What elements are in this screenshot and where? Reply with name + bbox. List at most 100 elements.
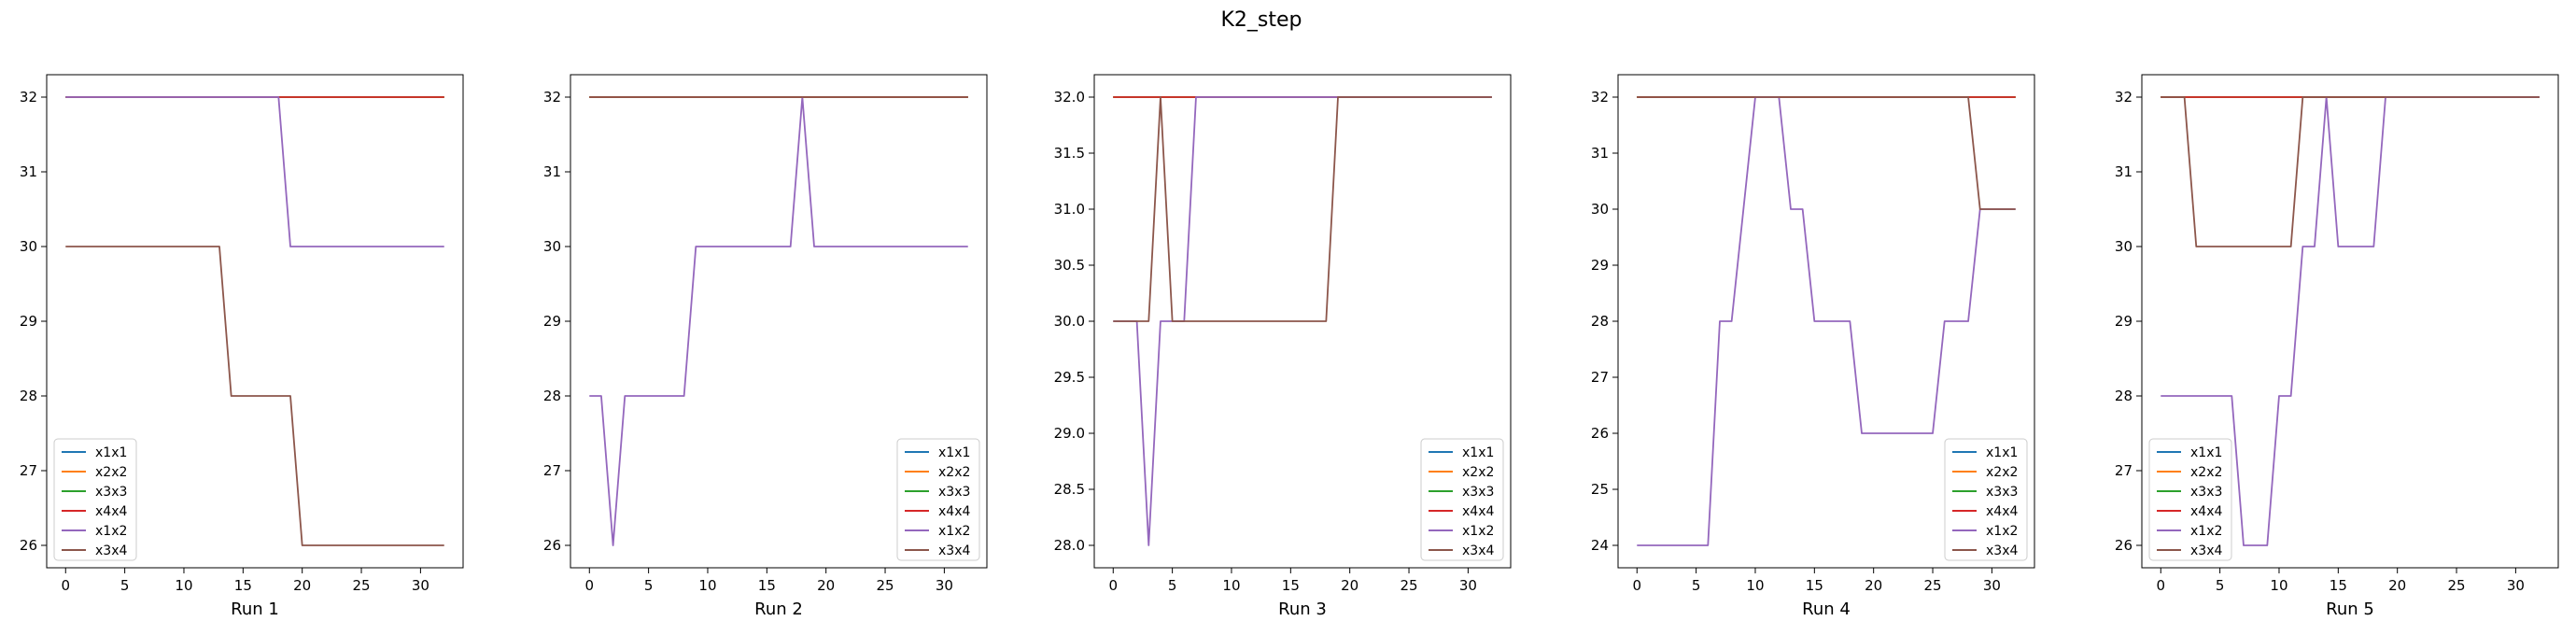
- x-tick-label: 30: [1459, 577, 1477, 594]
- legend-label-x3x3: x3x3: [2190, 485, 2222, 500]
- legend-label-x1x1: x1x1: [2190, 445, 2222, 460]
- x-tick-label: 30: [412, 577, 429, 594]
- x-tick-label: 20: [817, 577, 835, 594]
- y-tick-label: 30: [20, 238, 37, 255]
- x-tick-label: 0: [61, 577, 70, 594]
- y-tick-label: 31.0: [1054, 201, 1085, 218]
- x-tick-label: 10: [1746, 577, 1764, 594]
- legend-label-x1x2: x1x2: [2190, 524, 2222, 539]
- y-tick-label: 31: [1591, 145, 1609, 162]
- y-tick-label: 32: [20, 89, 37, 106]
- y-tick-label: 31: [2115, 163, 2133, 180]
- figure-title: K2_step: [1220, 8, 1302, 32]
- x-tick-label: 15: [2330, 577, 2347, 594]
- legend: x1x1 x2x2 x3x3 x4x4 x1x2 x3x4: [2148, 438, 2232, 561]
- y-tick-label: 29.5: [1054, 369, 1085, 386]
- series-line-x3x4: [65, 246, 444, 546]
- legend: x1x1 x2x2 x3x3 x4x4 x1x2 x3x4: [53, 438, 137, 561]
- series-line-x1x2: [1637, 96, 2016, 546]
- x-axis-label: Run 3: [1278, 600, 1327, 619]
- y-tick-label: 28: [1591, 313, 1609, 330]
- legend-label-x1x2: x1x2: [1462, 524, 1494, 539]
- y-tick-label: 32: [1591, 89, 1609, 106]
- legend-label-x4x4: x4x4: [2190, 504, 2222, 519]
- legend-label-x3x4: x3x4: [2190, 543, 2222, 558]
- x-tick-label: 15: [758, 577, 776, 594]
- y-tick-label: 31: [20, 163, 37, 180]
- y-tick-label: 26: [1591, 425, 1609, 442]
- legend-label-x1x1: x1x1: [1462, 445, 1494, 460]
- x-tick-label: 30: [936, 577, 953, 594]
- subplot-run-3: 0 5 10 15 20 25 30 28.0 28.5 29.0 29.5 30.0 30.5 31.0…: [1054, 74, 1512, 619]
- series-line-x3x4: [2161, 96, 2540, 247]
- legend-label-x2x2: x2x2: [1986, 465, 2018, 480]
- x-tick-label: 5: [2216, 577, 2225, 594]
- x-tick-label: 20: [1341, 577, 1358, 594]
- legend-label-x3x4: x3x4: [1986, 543, 2018, 558]
- y-tick-label: 27: [1591, 369, 1609, 386]
- series-line-x1x2: [2161, 96, 2540, 546]
- y-tick-label: 29: [20, 313, 37, 330]
- x-axis-label: Run 5: [2326, 600, 2374, 619]
- x-axis-label: Run 1: [231, 600, 279, 619]
- legend-label-x1x1: x1x1: [95, 445, 127, 460]
- legend-label-x4x4: x4x4: [1986, 504, 2018, 519]
- legend-label-x3x3: x3x3: [1986, 485, 2018, 500]
- y-tick-label: 28: [2115, 388, 2133, 404]
- x-tick-label: 0: [1632, 577, 1641, 594]
- x-tick-label: 25: [1923, 577, 1941, 594]
- x-tick-label: 20: [2388, 577, 2406, 594]
- legend-label-x1x2: x1x2: [938, 524, 970, 539]
- x-tick-label: 15: [234, 577, 252, 594]
- x-tick-label: 0: [1108, 577, 1118, 594]
- legend-label-x2x2: x2x2: [1462, 465, 1494, 480]
- y-tick-label: 28.5: [1054, 481, 1085, 498]
- y-tick-label: 26: [543, 537, 561, 554]
- legend-label-x1x2: x1x2: [95, 524, 127, 539]
- x-tick-label: 10: [175, 577, 192, 594]
- legend-label-x3x4: x3x4: [95, 543, 127, 558]
- subplots: 0 5 10 15 20 25 30 26 27 28 29 30 31 32 Run 1 x1x1 x2x2 x…: [20, 74, 2559, 619]
- y-tick-label: 29: [1591, 257, 1609, 274]
- y-tick-label: 31: [543, 163, 561, 180]
- y-tick-label: 27: [543, 462, 561, 479]
- x-tick-label: 15: [1806, 577, 1823, 594]
- y-tick-label: 25: [1591, 481, 1609, 498]
- x-tick-label: 10: [1222, 577, 1240, 594]
- legend-label-x1x1: x1x1: [1986, 445, 2018, 460]
- x-tick-label: 5: [1692, 577, 1701, 594]
- legend-label-x3x3: x3x3: [95, 485, 127, 500]
- x-tick-label: 15: [1282, 577, 1300, 594]
- y-tick-label: 26: [20, 537, 37, 554]
- legend-label-x4x4: x4x4: [1462, 504, 1494, 519]
- y-tick-label: 30: [1591, 201, 1609, 218]
- x-axis-label: Run 4: [1802, 600, 1851, 619]
- series-line-x1x2: [589, 96, 968, 546]
- y-tick-label: 32.0: [1054, 89, 1085, 106]
- x-tick-label: 10: [698, 577, 716, 594]
- legend: x1x1 x2x2 x3x3 x4x4 x1x2 x3x4: [1944, 438, 2028, 561]
- y-tick-label: 27: [20, 462, 37, 479]
- y-tick-label: 28.0: [1054, 537, 1085, 554]
- x-tick-label: 0: [2156, 577, 2165, 594]
- legend-label-x3x4: x3x4: [938, 543, 970, 558]
- y-tick-label: 32: [543, 89, 561, 106]
- y-tick-label: 26: [2115, 537, 2133, 554]
- y-tick-label: 24: [1591, 537, 1609, 554]
- legend-label-x2x2: x2x2: [938, 465, 970, 480]
- x-tick-label: 25: [2447, 577, 2465, 594]
- y-tick-label: 30.0: [1054, 313, 1085, 330]
- x-tick-label: 5: [1168, 577, 1177, 594]
- x-tick-label: 25: [876, 577, 894, 594]
- y-tick-label: 30.5: [1054, 257, 1085, 274]
- y-tick-label: 32: [2115, 89, 2133, 106]
- x-tick-label: 30: [1983, 577, 2001, 594]
- y-tick-label: 29: [543, 313, 561, 330]
- x-axis-label: Run 2: [754, 600, 803, 619]
- legend-label-x4x4: x4x4: [95, 504, 127, 519]
